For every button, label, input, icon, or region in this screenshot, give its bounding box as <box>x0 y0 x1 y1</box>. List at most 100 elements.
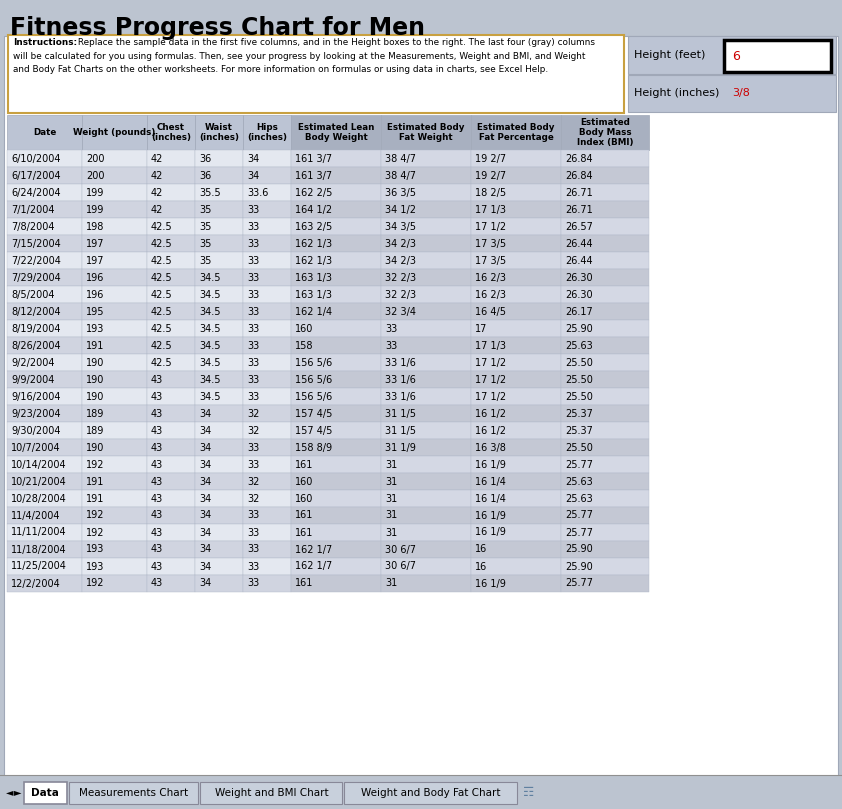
Bar <box>82 439 147 456</box>
Text: 33: 33 <box>247 578 259 588</box>
Bar <box>147 575 195 592</box>
Bar <box>561 541 649 558</box>
Text: 163 1/3: 163 1/3 <box>295 290 332 299</box>
Bar <box>82 575 147 592</box>
Bar <box>291 354 381 371</box>
Text: 199: 199 <box>86 205 104 214</box>
Text: 26.71: 26.71 <box>565 205 593 214</box>
Bar <box>7 354 82 371</box>
Text: 33: 33 <box>247 290 259 299</box>
Bar <box>195 184 243 201</box>
Text: 32 2/3: 32 2/3 <box>385 273 416 282</box>
Bar <box>381 167 471 184</box>
Text: 43: 43 <box>151 392 163 401</box>
Text: 33: 33 <box>385 341 397 350</box>
Text: 162 1/7: 162 1/7 <box>295 544 333 554</box>
Bar <box>471 439 561 456</box>
Text: 34.5: 34.5 <box>199 273 221 282</box>
Text: Estimated Lean
Body Weight: Estimated Lean Body Weight <box>298 123 374 142</box>
Text: 25.37: 25.37 <box>565 409 593 418</box>
Text: 19 2/7: 19 2/7 <box>475 154 506 163</box>
Bar <box>7 320 82 337</box>
Bar <box>147 201 195 218</box>
Bar <box>471 269 561 286</box>
Bar <box>381 422 471 439</box>
Text: 10/7/2004: 10/7/2004 <box>11 443 61 452</box>
Text: 25.63: 25.63 <box>565 493 593 503</box>
Bar <box>82 490 147 507</box>
Text: 11/25/2004: 11/25/2004 <box>11 561 67 571</box>
Bar <box>471 371 561 388</box>
Bar <box>243 541 291 558</box>
Text: Fitness Progress Chart for Men: Fitness Progress Chart for Men <box>10 16 425 40</box>
Bar <box>628 75 836 112</box>
Bar <box>561 115 649 150</box>
Text: 34 1/2: 34 1/2 <box>385 205 416 214</box>
Bar <box>195 558 243 575</box>
Text: 42.5: 42.5 <box>151 341 173 350</box>
Bar <box>471 184 561 201</box>
Text: 34: 34 <box>199 544 211 554</box>
Text: 7/1/2004: 7/1/2004 <box>11 205 55 214</box>
Text: 16: 16 <box>475 561 488 571</box>
Bar <box>243 405 291 422</box>
Bar <box>7 184 82 201</box>
Bar <box>243 252 291 269</box>
Bar <box>561 303 649 320</box>
Text: 25.77: 25.77 <box>565 460 593 469</box>
Text: 34: 34 <box>199 443 211 452</box>
Text: 33: 33 <box>247 460 259 469</box>
Text: 25.37: 25.37 <box>565 426 593 435</box>
Bar <box>471 405 561 422</box>
Bar <box>291 320 381 337</box>
Bar <box>7 286 82 303</box>
Text: 34 2/3: 34 2/3 <box>385 239 416 248</box>
Text: 26.57: 26.57 <box>565 222 593 231</box>
Text: 42.5: 42.5 <box>151 290 173 299</box>
Bar <box>147 456 195 473</box>
Text: 31 1/5: 31 1/5 <box>385 426 416 435</box>
Text: 6: 6 <box>732 49 740 62</box>
Bar <box>7 507 82 524</box>
Text: 16 4/5: 16 4/5 <box>475 307 506 316</box>
Text: 9/16/2004: 9/16/2004 <box>11 392 61 401</box>
Text: 161: 161 <box>295 578 313 588</box>
Text: 157 4/5: 157 4/5 <box>295 426 333 435</box>
Bar <box>471 201 561 218</box>
Bar <box>7 558 82 575</box>
Bar <box>7 456 82 473</box>
Bar <box>7 405 82 422</box>
Bar <box>195 388 243 405</box>
Bar <box>195 337 243 354</box>
Bar <box>561 167 649 184</box>
Text: 25.77: 25.77 <box>565 527 593 537</box>
Text: 34.5: 34.5 <box>199 341 221 350</box>
Bar <box>561 524 649 541</box>
Bar <box>8 35 624 113</box>
Text: 34: 34 <box>199 578 211 588</box>
Text: 17: 17 <box>475 324 488 333</box>
Text: 16 1/9: 16 1/9 <box>475 510 506 520</box>
Text: 11/4/2004: 11/4/2004 <box>11 510 61 520</box>
Bar <box>147 558 195 575</box>
Bar <box>195 371 243 388</box>
Bar <box>561 337 649 354</box>
Bar <box>82 167 147 184</box>
Bar <box>195 439 243 456</box>
Bar <box>195 115 243 150</box>
Bar <box>7 422 82 439</box>
Bar <box>243 524 291 541</box>
Bar <box>291 218 381 235</box>
Bar <box>381 354 471 371</box>
Text: 33: 33 <box>247 544 259 554</box>
Bar <box>82 201 147 218</box>
Bar <box>561 439 649 456</box>
Bar <box>471 303 561 320</box>
Bar <box>147 184 195 201</box>
Text: 161 3/7: 161 3/7 <box>295 171 332 180</box>
Bar <box>195 269 243 286</box>
Bar <box>291 507 381 524</box>
Text: Hips
(inches): Hips (inches) <box>247 123 287 142</box>
Bar <box>381 507 471 524</box>
Text: 33 1/6: 33 1/6 <box>385 358 416 367</box>
